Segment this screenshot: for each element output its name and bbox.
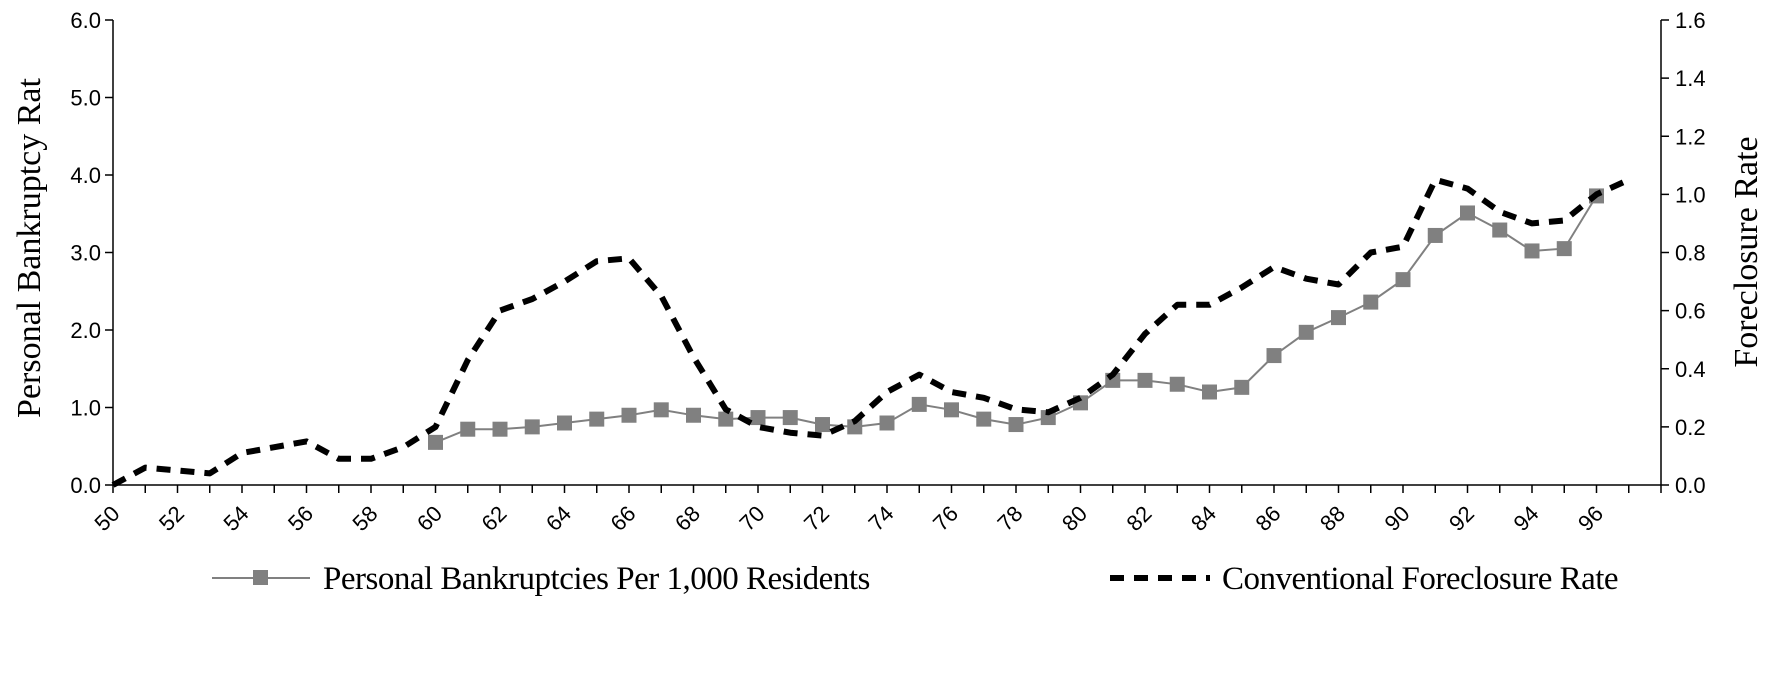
left-axis-tick-label: 0.0 [70,473,101,498]
x-axis-tick-label: 66 [606,501,641,536]
legend-label-foreclosure: Conventional Foreclosure Rate [1222,561,1618,597]
bankruptcies-marker [911,396,927,412]
legend: Personal Bankruptcies Per 1,000 Resident… [212,561,1619,597]
bankruptcies-marker [879,415,895,431]
x-axis-tick-label: 84 [1186,501,1221,536]
right-axis-tick-label: 1.0 [1675,182,1706,207]
bankruptcies-marker [1298,324,1314,340]
x-axis-tick-label: 72 [799,501,834,536]
bankruptcies-marker [1202,384,1217,400]
series-line-foreclosure-rate [111,176,1631,488]
bankruptcies-marker [718,411,734,427]
x-axis-tick-label: 52 [154,501,189,536]
bankruptcies-marker [1331,310,1346,326]
x-axis-tick-label: 60 [412,501,447,536]
left-axis-tick-label: 3.0 [70,241,101,266]
right-axis-title: Foreclosure Rate [1728,136,1765,367]
bankruptcies-marker [1137,372,1153,388]
left-axis-tick-label: 2.0 [70,318,101,343]
x-axis-tick-label: 94 [1509,501,1544,536]
left-axis-title: Personal Bankruptcy Rat [11,77,48,417]
x-axis-tick-label: 78 [993,501,1028,536]
x-axis-tick-label: 56 [283,501,318,536]
bankruptcies-marker [621,407,637,423]
bankruptcies-marker [492,421,508,437]
right-axis-tick-label: 0.8 [1675,241,1706,266]
x-axis-tick-label: 64 [541,501,576,536]
bankruptcies-marker [944,402,959,418]
x-axis-tick-label: 50 [90,501,125,536]
x-axis-tick-label: 54 [219,501,254,536]
x-axis-tick-label: 68 [670,501,705,536]
bankruptcies-marker [653,402,669,418]
x-axis-tick-label: 88 [1315,501,1350,536]
bankruptcies-marker [1395,272,1411,288]
bankruptcies-marker [1427,227,1443,243]
x-axis-tick-label: 74 [864,501,899,536]
bankruptcies-marker [1234,379,1250,395]
x-axis-tick-label: 82 [1122,501,1157,536]
bankruptcies-marker [976,411,992,427]
right-axis-tick-label: 1.6 [1675,8,1706,33]
bankruptcies-marker [557,415,572,431]
bankruptcies-marker [1556,241,1572,257]
bankruptcies-marker [428,434,443,450]
bankruptcies-marker [1008,417,1024,433]
axes: 0.0 1.0 2.0 3.0 4.0 5.0 6.0 0.0 0.2 0.4 0.6 0.8 1.0 1… [70,8,1705,536]
legend-label-bankruptcies: Personal Bankruptcies Per 1,000 Resident… [323,561,870,597]
bankruptcies-marker [524,419,540,435]
left-axis-tick-label: 1.0 [70,396,101,421]
x-axis-tick-label: 76 [928,501,963,536]
x-axis-tick-label: 62 [477,501,512,536]
legend-swatch-bankruptcies-marker [253,570,268,585]
x-axis-tick-label: 96 [1573,501,1608,536]
bankruptcies-marker [1460,205,1475,221]
left-axis-tick-label: 6.0 [70,8,101,33]
bankruptcies-marker [1524,243,1540,259]
right-axis-tick-label: 0.2 [1675,415,1706,440]
bankruptcies-marker [1266,348,1282,364]
x-axis-tick-label: 92 [1444,501,1479,536]
right-axis-tick-label: 1.4 [1675,66,1706,91]
bankruptcies-marker [847,419,863,435]
bankruptcies-marker [589,411,605,427]
x-axis-tick-label: 80 [1057,501,1092,536]
bankruptcies-marker [1363,294,1379,310]
x-axis-tick-label: 58 [348,501,383,536]
x-axis-tick-label: 86 [1251,501,1286,536]
bankruptcies-marker [815,417,830,433]
bankruptcies-marker [782,410,798,426]
left-axis-tick-label: 5.0 [70,86,101,111]
right-axis-tick-label: 0.6 [1675,299,1706,324]
bankruptcies-marker [750,410,766,426]
right-axis-tick-label: 0.0 [1675,473,1706,498]
series-line-bankruptcies [435,195,1598,444]
x-axis-tick-label: 70 [735,501,770,536]
left-axis-tick-label: 4.0 [70,163,101,188]
series-lines [111,176,1631,488]
bankruptcies-marker [686,407,701,423]
bankruptcies-marker [460,421,476,437]
right-axis-tick-label: 0.4 [1675,357,1706,382]
bankruptcies-marker [1169,376,1185,392]
right-axis-tick-label: 1.2 [1675,124,1706,149]
x-axis-tick-label: 90 [1380,501,1415,536]
bankruptcies-marker [1492,222,1508,238]
